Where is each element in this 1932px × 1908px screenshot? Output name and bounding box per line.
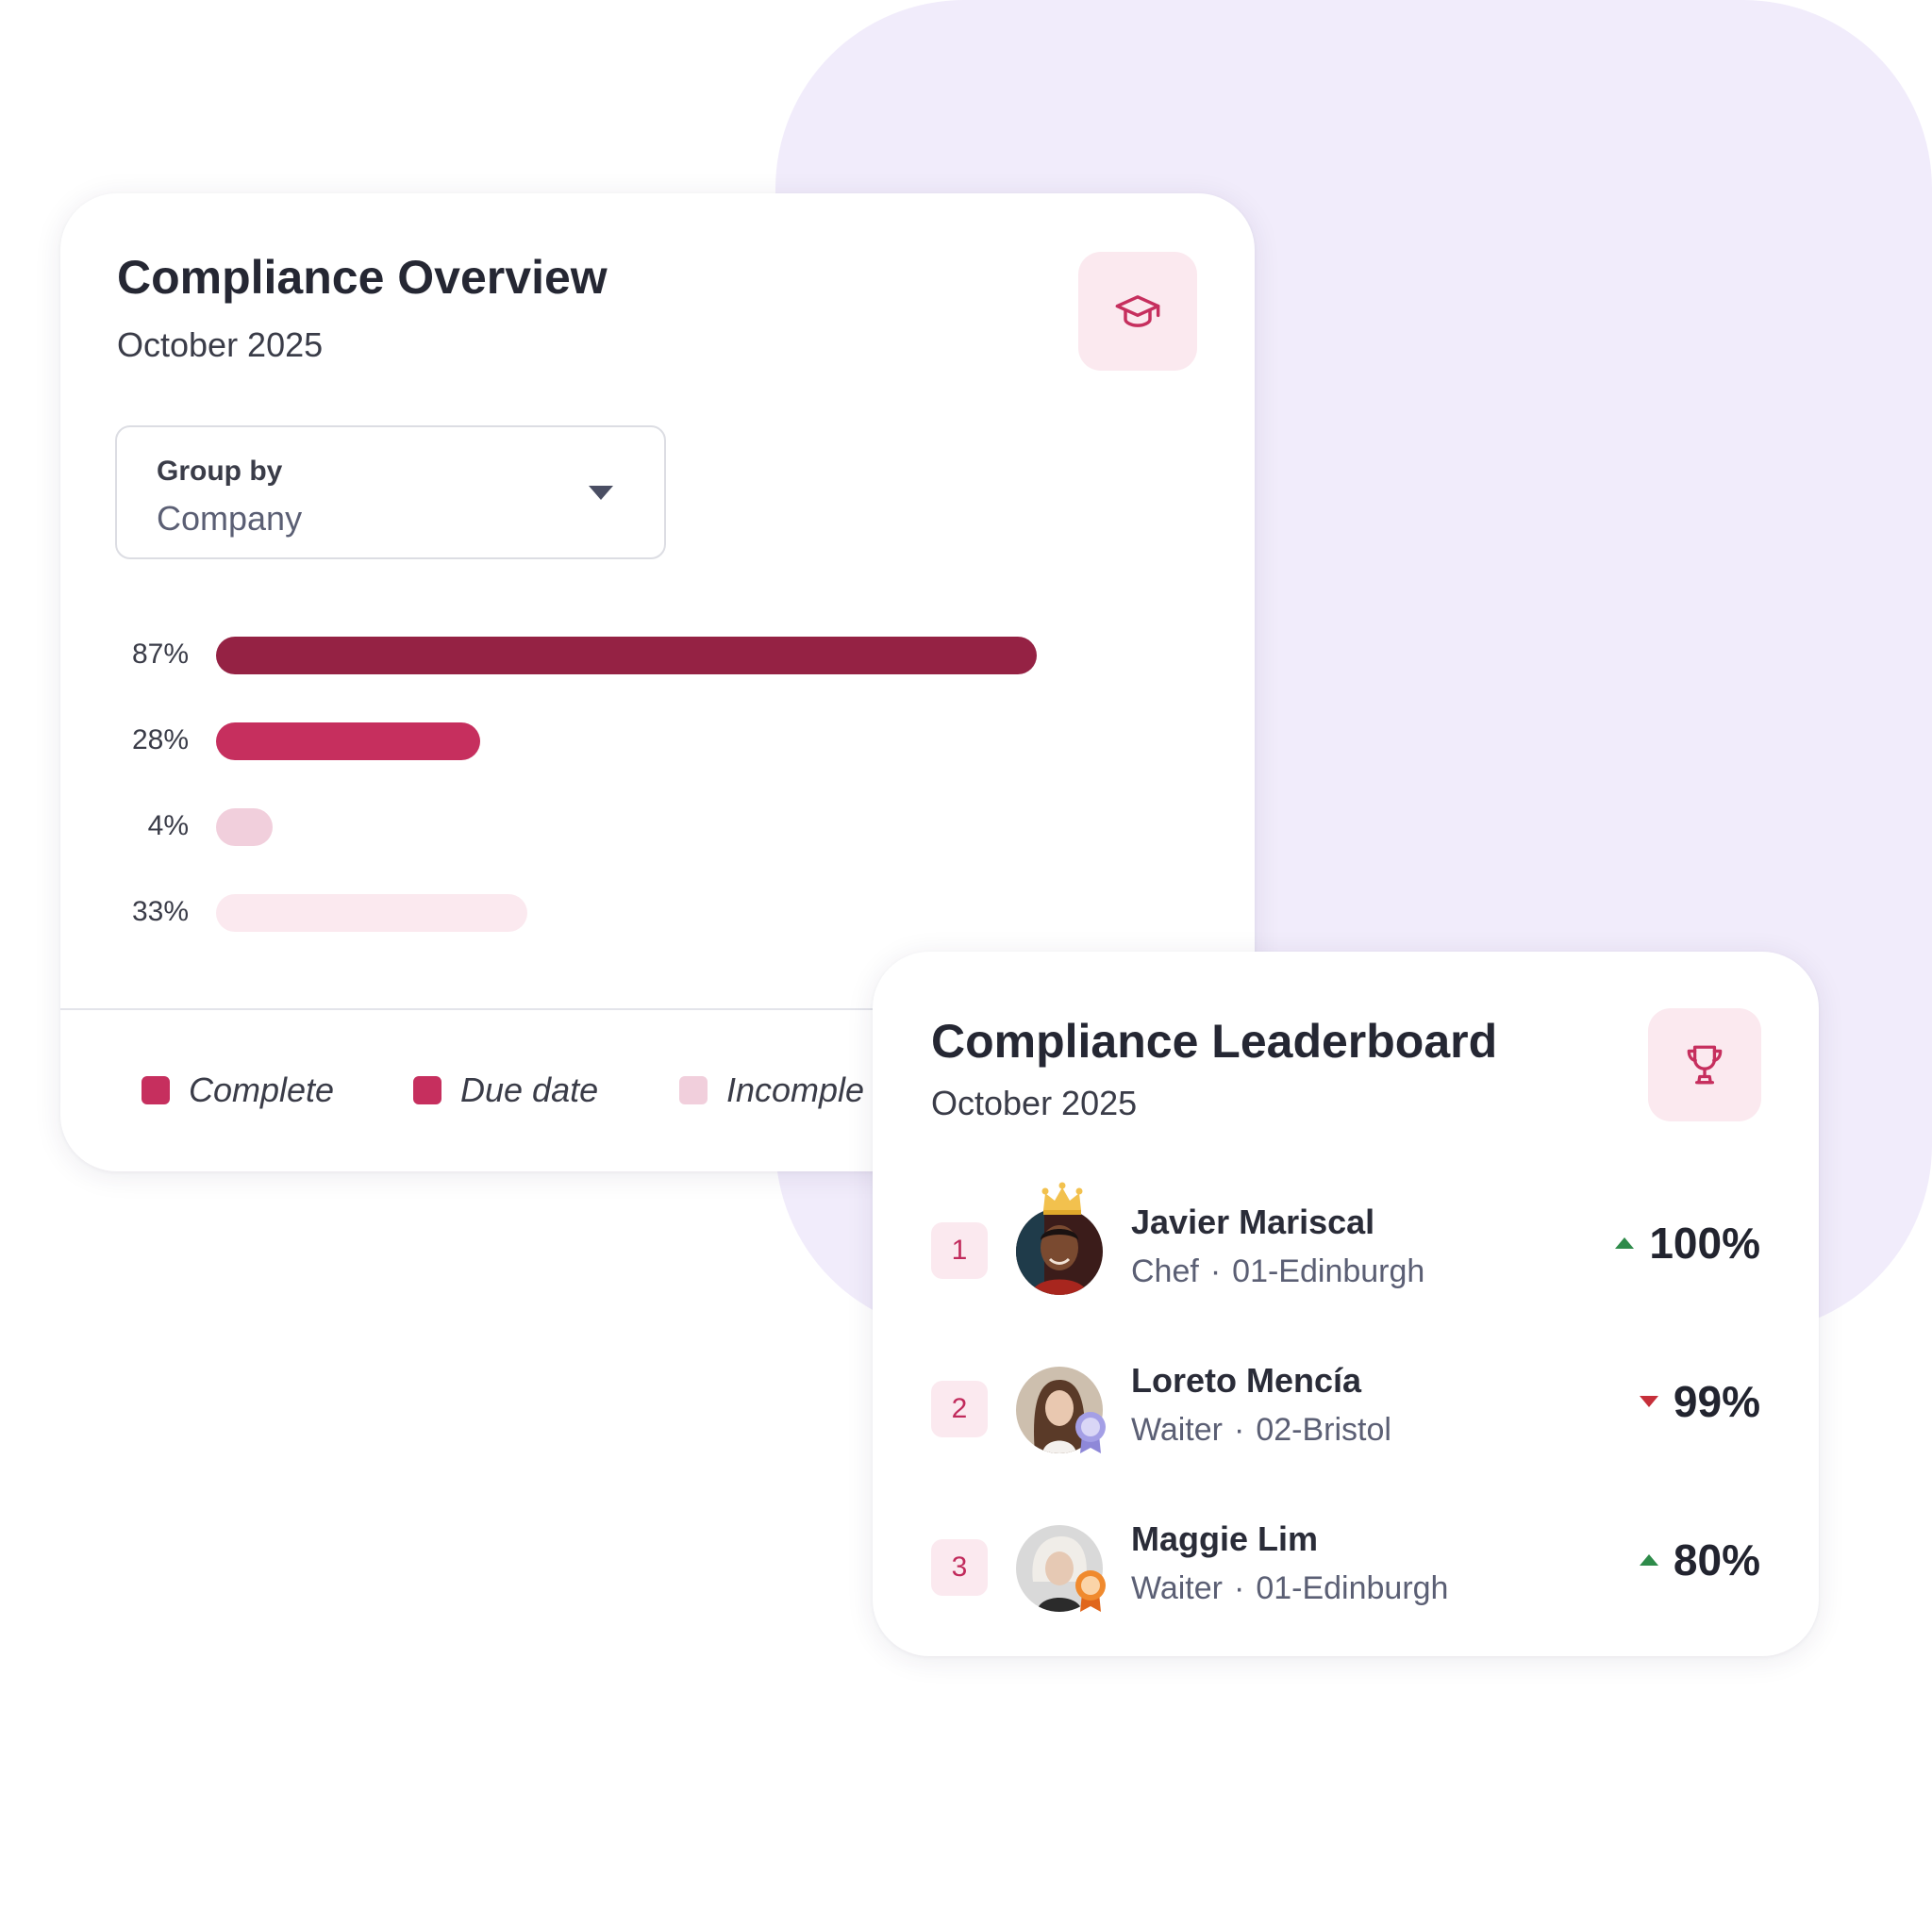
bar-value-label: 28% (131, 724, 189, 755)
employee-name: Loreto Mencía (1131, 1361, 1362, 1400)
employee-name: Maggie Lim (1131, 1519, 1319, 1558)
bar-track (216, 894, 1159, 932)
score-value: 100% (1649, 1219, 1760, 1268)
bar-value-label: 87% (131, 639, 189, 670)
separator: · (1233, 1412, 1245, 1448)
trend-up-icon (1639, 1554, 1658, 1566)
legend-label: Incomple (726, 1070, 865, 1109)
silver-medal-icon (1075, 1412, 1106, 1453)
bar-track (216, 722, 1159, 760)
trend-down-icon (1639, 1396, 1658, 1407)
score-value: 99% (1673, 1377, 1760, 1426)
group-by-dropdown[interactable]: Group by Company (115, 425, 666, 559)
legend-label: Due date (460, 1070, 599, 1109)
rank-badge: 3 (931, 1539, 988, 1596)
employee-role: Waiter (1131, 1570, 1223, 1606)
avatar (1016, 1208, 1103, 1295)
bar (216, 808, 273, 846)
leaderboard-row[interactable]: 2 Loreto Mencía Waiter · 02-Bristol 99% (873, 1355, 1819, 1468)
employee-location: 01-Edinburgh (1256, 1570, 1449, 1606)
score-value: 80% (1673, 1535, 1760, 1584)
bar (216, 637, 1037, 674)
employee-role: Waiter (1131, 1412, 1223, 1448)
separator: · (1233, 1570, 1245, 1606)
rank-badge: 1 (931, 1222, 988, 1279)
overview-title: Compliance Overview (117, 251, 608, 304)
bar-row: 87% (60, 637, 1255, 674)
leaderboard-title: Compliance Leaderboard (931, 1015, 1498, 1068)
score: 99% (1639, 1376, 1760, 1427)
legend-item-due-date: Due date (413, 1070, 598, 1110)
graduation-cap-icon (1115, 295, 1160, 327)
legend-swatch (413, 1076, 441, 1104)
bar-row: 33% (60, 894, 1255, 932)
group-by-value: Company (157, 499, 303, 538)
divider (60, 1008, 1255, 1010)
bronze-medal-icon (1075, 1570, 1106, 1612)
compliance-leaderboard-card: Compliance Leaderboard October 2025 1 (873, 952, 1819, 1656)
employee-meta: Waiter · 02-Bristol (1131, 1412, 1391, 1449)
trend-up-icon (1615, 1237, 1635, 1249)
leaderboard-period: October 2025 (931, 1084, 1138, 1122)
bar (216, 894, 527, 932)
leaderboard-icon-tile (1648, 1008, 1761, 1121)
employee-meta: Chef · 01-Edinburgh (1131, 1253, 1424, 1290)
score: 100% (1615, 1218, 1760, 1269)
rank-badge: 2 (931, 1381, 988, 1437)
overview-icon-tile (1078, 252, 1197, 371)
leaderboard-row[interactable]: 3 Maggie Lim Waiter · 01-Edinburgh 80% (873, 1514, 1819, 1627)
overview-period: October 2025 (117, 325, 324, 364)
score: 80% (1639, 1535, 1760, 1585)
chevron-down-icon (589, 486, 613, 500)
employee-location: 02-Bristol (1256, 1412, 1391, 1448)
bar-value-label: 4% (147, 810, 189, 841)
legend-swatch (679, 1076, 708, 1104)
employee-name: Javier Mariscal (1131, 1203, 1375, 1241)
legend-item-incomplete: Incomple (679, 1070, 864, 1110)
bar-row: 28% (60, 722, 1255, 760)
crown-icon (1041, 1182, 1083, 1215)
leaderboard-row[interactable]: 1 Javier Mariscal Chef · 01-Edinburgh 100 (873, 1182, 1819, 1310)
bar-row: 4% (60, 808, 1255, 846)
trophy-icon (1687, 1045, 1723, 1085)
employee-meta: Waiter · 01-Edinburgh (1131, 1570, 1448, 1607)
group-by-label: Group by (157, 456, 283, 487)
bar-value-label: 33% (131, 896, 189, 927)
bar (216, 722, 480, 760)
bar-track (216, 808, 1159, 846)
legend-label: Complete (189, 1070, 335, 1109)
employee-location: 01-Edinburgh (1232, 1253, 1425, 1289)
separator: · (1209, 1253, 1222, 1289)
bar-track (216, 637, 1159, 674)
legend-swatch (142, 1076, 170, 1104)
legend-item-complete: Complete (142, 1070, 334, 1110)
employee-role: Chef (1131, 1253, 1199, 1289)
